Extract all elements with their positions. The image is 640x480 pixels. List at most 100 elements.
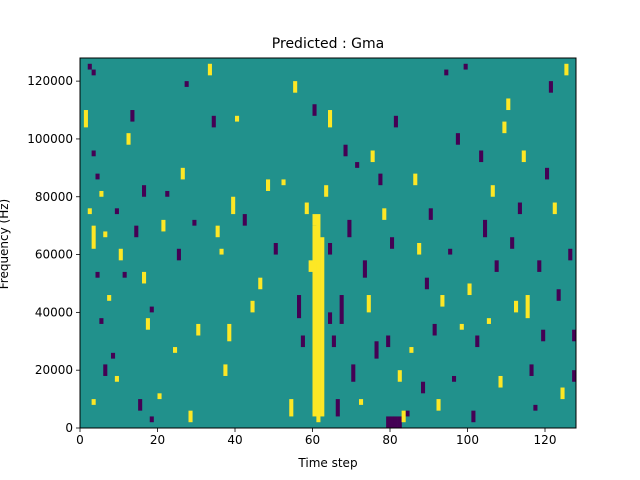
heatmap-cell [91, 69, 96, 76]
heatmap-cell [355, 162, 360, 168]
heatmap-cell [215, 225, 220, 238]
heatmap-cell [145, 318, 150, 330]
heatmap-cell [130, 110, 135, 122]
heatmap-cell [572, 329, 577, 342]
heatmap-cell [83, 110, 88, 128]
heatmap-cell [173, 347, 178, 353]
heatmap-cell [564, 63, 569, 76]
heatmap-cell [510, 237, 515, 249]
heatmap-cell [293, 81, 298, 93]
y-axis-label: Frequency (Hz) [0, 199, 11, 290]
heatmap-cell [103, 364, 108, 376]
heatmap-cell [552, 202, 557, 215]
heatmap-cell [114, 375, 119, 382]
heatmap-cell [157, 393, 162, 400]
heatmap-cell [207, 63, 212, 76]
heatmap-cell [390, 237, 395, 249]
heatmap-cell [374, 341, 379, 359]
heatmap-cell [149, 306, 154, 313]
heatmap-cell [111, 352, 116, 359]
heatmap-cell [483, 219, 488, 238]
y-tick-label: 60000 [35, 248, 73, 262]
heatmap-cell [266, 179, 271, 191]
heatmap-cell [413, 173, 418, 186]
heatmap-cell [95, 271, 100, 278]
heatmap-cell [339, 295, 344, 324]
x-tick-label: 20 [150, 433, 165, 447]
heatmap-cell [118, 248, 123, 261]
heatmap-cell [281, 179, 286, 186]
heatmap-cell [250, 300, 255, 313]
heatmap-cell [242, 214, 247, 226]
y-tick-label: 40000 [35, 305, 73, 319]
chart-title: Predicted : Gma [272, 36, 384, 52]
plot-frame [79, 57, 577, 429]
heatmap-cell [417, 243, 422, 255]
heatmap-cell [196, 323, 201, 336]
heatmap-cell [343, 144, 348, 157]
heatmap-cell [390, 416, 395, 428]
heatmap-cell [87, 208, 92, 215]
heatmap-cell [545, 167, 550, 180]
heatmap-cell [235, 115, 240, 122]
heatmap-cell [537, 260, 542, 272]
heatmap-cell [556, 289, 561, 301]
heatmap-cell [273, 243, 278, 255]
heatmap-cell [138, 399, 143, 411]
heatmap-cell [455, 133, 460, 145]
heatmap-cell [227, 323, 232, 342]
y-tick-label: 100000 [27, 132, 73, 146]
heatmap-cell [114, 208, 119, 215]
heatmap-cell [107, 295, 112, 301]
x-tick-label: 80 [382, 433, 397, 447]
heatmap-cell [258, 277, 263, 290]
heatmap-cell [405, 410, 410, 417]
heatmap-cell [223, 364, 228, 376]
heatmap-cell [331, 335, 336, 348]
heatmap-cell [514, 300, 519, 313]
heatmap-cell [211, 115, 216, 128]
heatmap-cell [432, 323, 437, 336]
heatmap-cell [231, 196, 236, 215]
heatmap-cell [533, 404, 538, 411]
heatmap-cell [378, 173, 383, 186]
plot-area [79, 57, 577, 429]
heatmap-cells [83, 63, 577, 428]
heatmap-cell [312, 225, 317, 417]
heatmap-cell [304, 202, 309, 215]
heatmap-cell [560, 387, 565, 400]
x-tick-label: 100 [456, 433, 479, 447]
heatmap-cell [347, 219, 352, 238]
heatmap-cell [142, 271, 147, 284]
heatmap-cell [87, 63, 92, 70]
heatmap-cell [308, 260, 313, 272]
heatmap-cell [525, 295, 530, 319]
heatmap-cell [324, 185, 329, 197]
heatmap-cell [397, 416, 402, 428]
heatmap-cell [521, 150, 526, 163]
heatmap-cell [165, 190, 170, 197]
heatmap-cell [297, 295, 302, 319]
heatmap-cell [490, 185, 495, 197]
heatmap-cell [320, 237, 325, 417]
heatmap-cell [471, 410, 476, 423]
heatmap-cell [409, 347, 414, 353]
x-tick-label: 120 [534, 433, 557, 447]
heatmap-cell [91, 399, 96, 405]
x-axis: 0 20 40 60 80 100 120 [76, 428, 556, 447]
heatmap-cell [91, 225, 96, 249]
heatmap-cell [91, 150, 96, 157]
heatmap-cell [517, 202, 522, 215]
heatmap-cell [176, 248, 181, 261]
heatmap-cell [502, 121, 507, 134]
heatmap-cell [401, 410, 406, 423]
heatmap-cell [386, 335, 391, 348]
y-tick-label: 120000 [27, 74, 73, 88]
heatmap-cell [444, 69, 449, 76]
heatmap-cell [149, 416, 154, 423]
heatmap-cell [393, 416, 398, 428]
heatmap-cell [126, 133, 131, 145]
heatmap-cell [386, 416, 391, 428]
heatmap-cell [459, 323, 464, 330]
heatmap-cell [289, 399, 294, 417]
